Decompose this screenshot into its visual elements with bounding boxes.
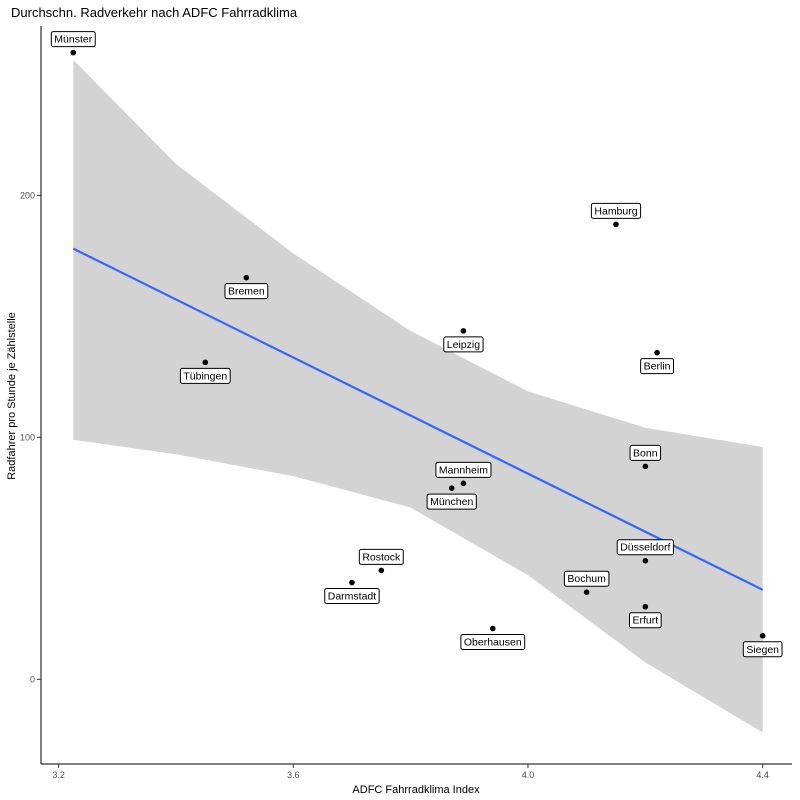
point-label: Erfurt — [628, 612, 662, 629]
point-label-text: Münster — [54, 34, 92, 46]
point-label-text: Leipzig — [447, 339, 480, 351]
point-label: Tübingen — [179, 367, 231, 384]
point-label-box — [426, 493, 477, 510]
point-label: Düsseldorf — [616, 539, 674, 556]
point-label-box — [742, 641, 783, 658]
point-label-box — [224, 283, 269, 300]
point-label: Münster — [50, 31, 96, 48]
point-label: Darmstadt — [324, 588, 380, 605]
point-label-box — [629, 444, 662, 461]
confidence-band-layer — [73, 59, 763, 733]
data-point — [489, 625, 496, 632]
point-label: Bonn — [629, 444, 662, 461]
y-axis-title: Radfahrer pro Stunde je Zählstelle — [6, 312, 18, 480]
x-tick-label: 4.0 — [522, 770, 535, 780]
point-label-box — [324, 588, 380, 605]
y-tick-label: 0 — [30, 674, 35, 684]
point-labels-layer: Münster Hamburg Bremen Leipzig Berlin Tübinge… — [50, 31, 783, 658]
point-label-text: Oberhausen — [464, 636, 522, 648]
point-label: Hamburg — [590, 202, 642, 219]
point-label-box — [616, 539, 674, 556]
data-point — [583, 589, 590, 596]
point-label-box — [50, 31, 96, 48]
confidence-band — [73, 59, 763, 733]
data-point — [642, 557, 649, 564]
point-label: Siegen — [742, 641, 783, 658]
chart-title: Durchschn. Radverkehr nach ADFC Fahrradk… — [11, 5, 298, 20]
regression-line — [72, 247, 764, 591]
point-label-text: Bonn — [633, 447, 658, 459]
data-point — [202, 359, 209, 366]
point-label-text: Düsseldorf — [620, 542, 670, 554]
data-point — [613, 221, 619, 228]
point-label-text: Bochum — [567, 573, 606, 585]
point-label-box — [460, 633, 526, 650]
x-tick-label: 3.2 — [52, 770, 65, 780]
data-point — [759, 632, 766, 639]
data-point — [460, 328, 467, 334]
points-layer — [70, 49, 766, 639]
point-label-text: Hamburg — [594, 205, 637, 217]
data-point — [654, 349, 660, 356]
point-label-box — [358, 548, 404, 565]
y-tick-label: 200 — [20, 190, 35, 200]
data-point — [448, 485, 455, 491]
point-label-box — [640, 358, 674, 375]
point-label-box — [563, 570, 610, 587]
point-label-text: Erfurt — [632, 615, 658, 627]
data-point — [642, 463, 649, 470]
point-label: Rostock — [358, 548, 404, 565]
point-label: Berlin — [640, 358, 674, 375]
point-label-text: Siegen — [746, 644, 779, 656]
regression-line-layer — [72, 247, 764, 591]
point-label: Leipzig — [443, 336, 484, 353]
point-label-box — [590, 202, 642, 219]
data-point — [378, 567, 385, 574]
data-point — [70, 49, 77, 56]
point-label-text: Darmstadt — [328, 591, 377, 603]
y-tick-label: 100 — [20, 432, 35, 442]
data-point — [349, 579, 355, 586]
point-label-box — [628, 612, 662, 629]
data-point — [460, 480, 467, 487]
point-label: München — [426, 493, 477, 510]
x-tick-label: 3.6 — [287, 770, 300, 780]
point-label: Oberhausen — [460, 633, 526, 650]
point-label: Mannheim — [435, 461, 492, 478]
x-axis-title: ADFC Fahrradklima Index — [352, 784, 480, 796]
point-label: Bremen — [224, 283, 269, 300]
data-point — [243, 274, 250, 281]
point-label-box — [179, 367, 231, 384]
x-tick-label: 4.4 — [756, 770, 769, 780]
data-point — [642, 603, 649, 610]
point-label: Bochum — [563, 570, 610, 587]
point-label-text: Rostock — [362, 551, 401, 563]
point-label-text: Tübingen — [183, 370, 227, 382]
point-label-box — [443, 336, 484, 353]
axes-layer: 3.2 3.6 4.0 4.4 0 100 200 — [20, 26, 792, 780]
point-label-text: Berlin — [644, 361, 671, 373]
point-label-text: München — [430, 496, 473, 508]
point-label-text: Bremen — [228, 286, 265, 298]
point-label-text: Mannheim — [439, 464, 488, 476]
point-label-box — [435, 461, 492, 478]
